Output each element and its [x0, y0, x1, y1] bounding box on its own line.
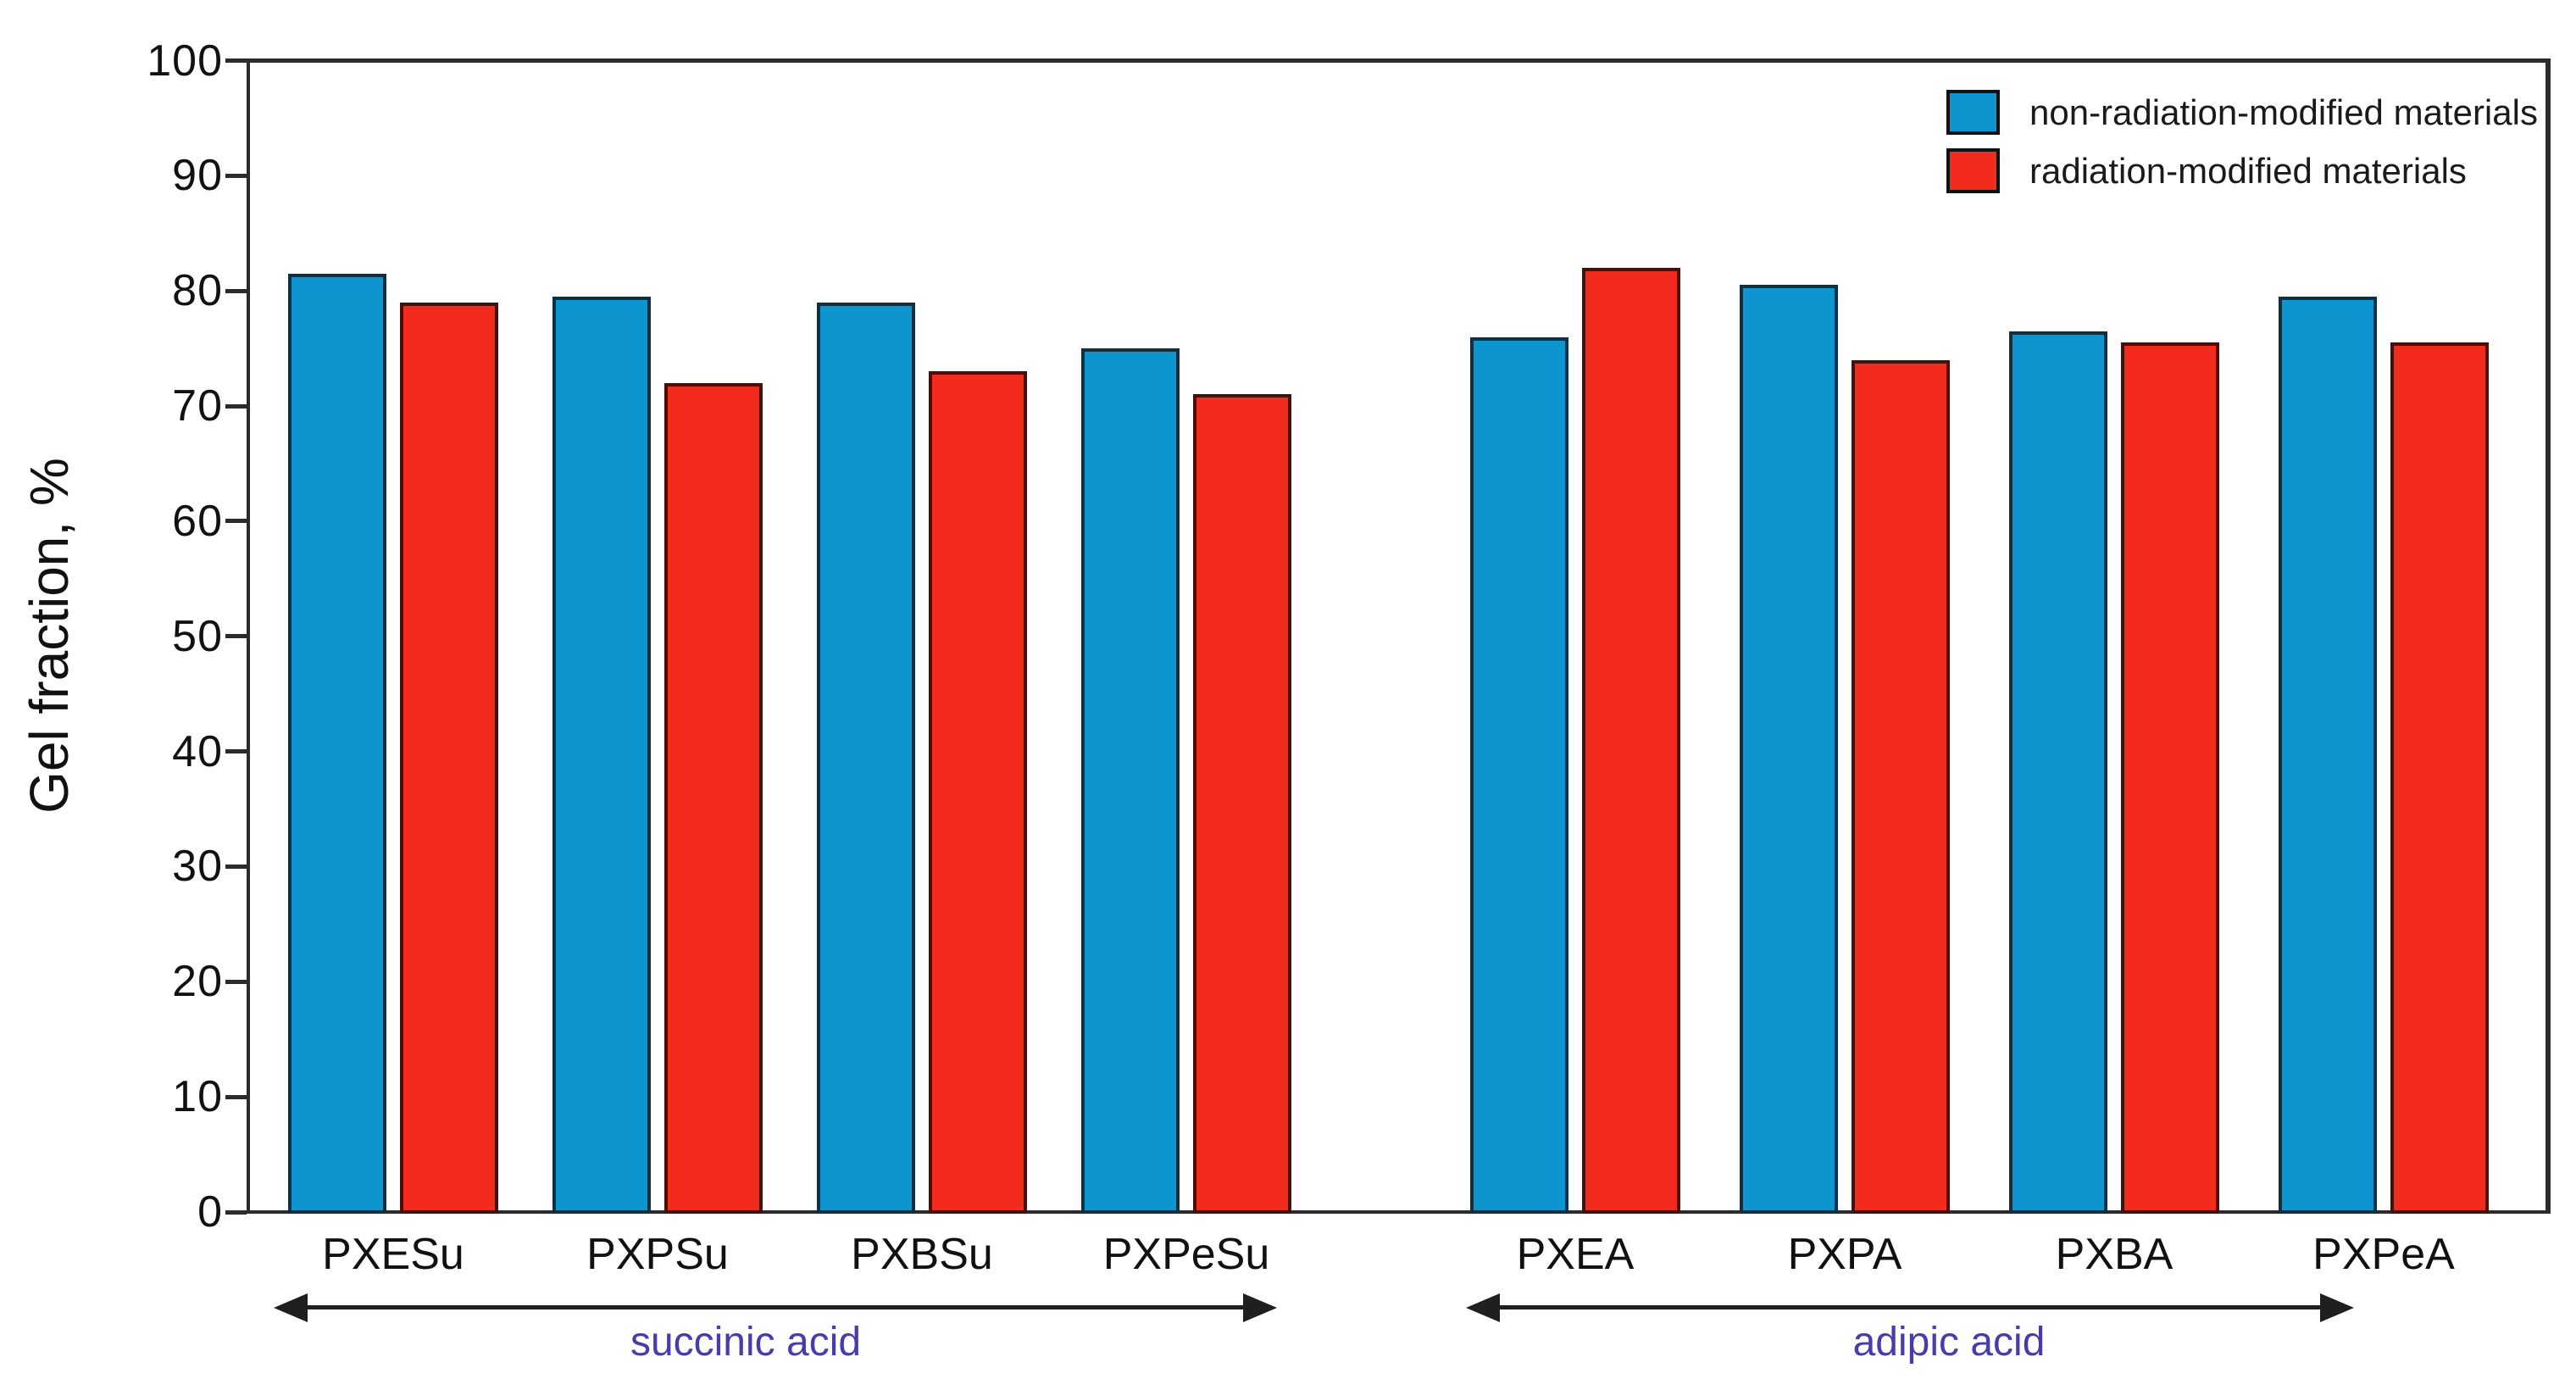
bar-PXPeA-non-radiation	[2279, 297, 2377, 1214]
y-tick-label: 50	[172, 611, 223, 661]
y-tick-label: 30	[172, 842, 223, 892]
bar-PXBSu-non-radiation	[817, 303, 915, 1214]
y-tick-mark	[225, 1094, 247, 1099]
bar-PXEA-non-radiation	[1470, 337, 1568, 1214]
category-label-PXPSu: PXPSu	[586, 1230, 729, 1279]
group-label-succinic: succinic acid	[630, 1320, 862, 1365]
legend-label: radiation-modified materials	[2029, 151, 2467, 191]
arrow-right-icon	[1243, 1293, 1277, 1322]
y-axis-title: Gel fraction, %	[19, 458, 80, 814]
category-label-PXPeSu: PXPeSu	[1102, 1230, 1270, 1279]
bar-PXESu-non-radiation	[288, 274, 386, 1214]
y-tick-label: 80	[172, 266, 223, 316]
bar-PXPeA-radiation	[2390, 342, 2489, 1214]
bar-PXBA-radiation	[2121, 342, 2219, 1214]
bar-PXEA-radiation	[1582, 268, 1680, 1214]
y-tick-mark	[225, 864, 247, 869]
y-tick-mark	[225, 749, 247, 754]
group-label-adipic: adipic acid	[1852, 1320, 2046, 1365]
y-tick-mark	[225, 173, 247, 178]
legend-swatch-radiation	[1946, 148, 2000, 193]
bar-PXPA-radiation	[1852, 360, 1950, 1214]
category-label-PXEA: PXEA	[1516, 1230, 1635, 1279]
y-tick-label: 100	[147, 36, 223, 86]
plot-frame	[247, 58, 2551, 1214]
bar-PXPeSu-radiation	[1193, 394, 1291, 1214]
y-tick-label: 0	[197, 1187, 223, 1237]
bar-PXBA-non-radiation	[2009, 331, 2107, 1214]
bar-PXBSu-radiation	[929, 371, 1027, 1214]
category-label-PXESu: PXESu	[322, 1230, 464, 1279]
legend-label: non-radiation-modified materials	[2029, 92, 2538, 132]
y-tick-mark	[225, 403, 247, 409]
group-arrow-line	[303, 1305, 1248, 1309]
y-tick-label: 20	[172, 957, 223, 1007]
y-tick-label: 70	[172, 381, 223, 431]
arrow-right-icon	[2320, 1293, 2354, 1322]
bar-PXPSu-non-radiation	[552, 297, 651, 1214]
y-tick-mark	[225, 519, 247, 524]
y-tick-label: 40	[172, 726, 223, 776]
bar-PXPSu-radiation	[664, 383, 763, 1214]
y-tick-label: 10	[172, 1072, 223, 1122]
category-label-PXBA: PXBA	[2055, 1230, 2174, 1279]
category-label-PXBSu: PXBSu	[851, 1230, 993, 1279]
y-tick-mark	[225, 288, 247, 293]
y-tick-label: 60	[172, 496, 223, 546]
arrow-left-icon	[274, 1293, 308, 1322]
category-label-PXPeA: PXPeA	[2312, 1230, 2455, 1279]
bar-PXPA-non-radiation	[1740, 285, 1838, 1214]
category-label-PXPA: PXPA	[1787, 1230, 1902, 1279]
legend-swatch-non-radiation	[1946, 90, 2000, 135]
bar-PXESu-radiation	[400, 303, 498, 1214]
y-tick-mark	[225, 58, 247, 63]
y-tick-mark	[225, 979, 247, 984]
arrow-left-icon	[1466, 1293, 1500, 1322]
y-tick-label: 90	[172, 151, 223, 201]
group-arrow-line	[1495, 1305, 2325, 1309]
bar-PXPeSu-non-radiation	[1081, 348, 1180, 1214]
y-tick-mark	[225, 1209, 247, 1215]
y-tick-mark	[225, 634, 247, 639]
